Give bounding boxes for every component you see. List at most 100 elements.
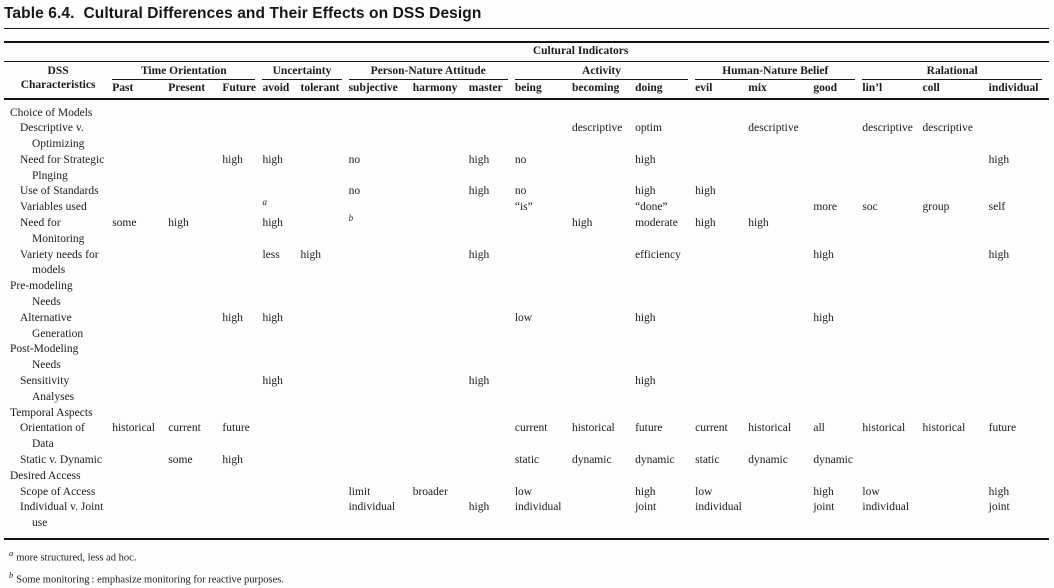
table-cell <box>349 421 413 453</box>
table-cell <box>572 311 635 343</box>
row-label: Need for Strategic Plnging <box>4 153 112 185</box>
table-cell <box>515 216 572 248</box>
row-label: Variety needs for models <box>4 248 112 280</box>
table-cell: high <box>468 185 490 198</box>
table-row: Need for Strategic Plnging high high no high n… <box>4 153 1049 185</box>
table-row: Variables used a “is” “done” more soc group sel… <box>4 198 1049 216</box>
table-cell <box>748 248 813 280</box>
table-cell: high <box>695 217 716 230</box>
table-cell <box>262 406 300 422</box>
row-label-line: Use of Standards <box>20 185 99 198</box>
table-cell: dynamic <box>635 454 675 467</box>
table-cell <box>112 469 168 485</box>
row-label: Choice of Models <box>4 99 112 122</box>
table-cell <box>748 342 813 374</box>
table-cell <box>168 311 222 343</box>
table-cell <box>112 406 168 422</box>
table-cell <box>572 279 635 311</box>
table-cell <box>413 184 469 200</box>
row-label: Use of Standards <box>4 184 112 200</box>
table-cell <box>923 469 989 485</box>
table-cell: static <box>514 454 540 467</box>
table-cell <box>413 121 469 153</box>
table-cell <box>989 453 1049 469</box>
row-label: Descriptive v. Optimizing <box>4 121 112 153</box>
table-cell <box>301 342 349 374</box>
table-cell <box>748 279 813 311</box>
table-cell: high <box>988 153 1010 166</box>
table-cell <box>515 469 572 485</box>
table-cell: high <box>168 217 189 230</box>
table-cell <box>572 153 635 185</box>
table-cell <box>413 374 469 406</box>
row-header-line2: Characteristics <box>20 79 96 91</box>
table-cell <box>748 153 813 185</box>
table-cell <box>112 453 168 469</box>
table-cell <box>515 406 572 422</box>
table-cell: some <box>168 454 193 467</box>
table-cell <box>572 469 635 485</box>
footnote-b-text: Some monitoring : emphasize monitoring f… <box>16 574 284 586</box>
table-cell <box>301 153 349 185</box>
table-row: Need for Monitoring some high high b high moder… <box>4 214 1049 248</box>
table-cell <box>748 184 813 200</box>
table-cell: historical <box>571 422 615 435</box>
table-cell <box>695 406 748 422</box>
table-row: Use of Standards no high no high high <box>4 184 1049 200</box>
row-label-line: Choice of Models <box>10 106 93 119</box>
table-cell <box>862 99 922 122</box>
table-cell <box>262 99 300 122</box>
table-cell: low <box>862 485 880 498</box>
table-cell: descriptive <box>748 122 799 135</box>
table-cell <box>301 216 349 248</box>
table-cell <box>923 184 989 200</box>
table-cell <box>413 99 469 122</box>
row-label-line: use <box>32 517 48 530</box>
table-cell <box>923 216 989 248</box>
table-cell <box>222 374 262 406</box>
table-cell <box>748 485 813 501</box>
table-cell <box>168 99 222 122</box>
table-cell: future <box>222 422 250 435</box>
row-label-line: Monitoring <box>32 232 85 245</box>
table-cell: descriptive <box>571 122 623 135</box>
table-cell: high <box>262 153 283 166</box>
table-cell <box>862 374 922 406</box>
table-cell <box>989 99 1049 122</box>
table-cell <box>222 99 262 122</box>
table-cell: joint <box>988 501 1010 514</box>
table-cell: high <box>222 454 243 467</box>
table-row: Orientation of Data historical current futur… <box>4 421 1049 453</box>
table-cell <box>748 469 813 485</box>
table-cell <box>168 485 222 501</box>
table-body: Choice of Models Descriptive v. Optimizing… <box>4 99 1049 540</box>
table-cell <box>349 453 413 469</box>
table-cell: high <box>813 485 834 498</box>
table-cell <box>301 374 349 406</box>
table-cell <box>222 279 262 311</box>
row-label-line: Variety needs for <box>20 248 99 261</box>
table-cell: individual <box>348 501 396 514</box>
table-cell <box>989 469 1049 485</box>
table-cell <box>748 99 813 122</box>
table-cell <box>168 184 222 200</box>
col-group-person-nature-attitude: Person-Nature Attitude <box>348 61 515 80</box>
table-cell: current <box>514 422 548 435</box>
col-group-label: Ralational <box>862 65 1042 80</box>
table-cell <box>168 121 222 153</box>
table-cell <box>862 216 922 248</box>
row-label: Individual v. Joint use <box>4 500 112 539</box>
table-cell: b <box>349 214 413 248</box>
table-cell: static <box>695 454 720 467</box>
row-label-line: Needs <box>32 359 61 372</box>
table-cell <box>112 200 168 216</box>
table-cell: low <box>514 485 533 498</box>
table-cell <box>469 421 515 453</box>
table-row: Static v. Dynamic some high static dynamic dy… <box>4 453 1049 469</box>
row-label: Temporal Aspects <box>4 406 112 422</box>
table-cell <box>349 469 413 485</box>
table-cell <box>301 453 349 469</box>
table-cell: joint <box>813 501 835 514</box>
table-cell: dynamic <box>813 454 853 467</box>
table-cell <box>222 406 262 422</box>
